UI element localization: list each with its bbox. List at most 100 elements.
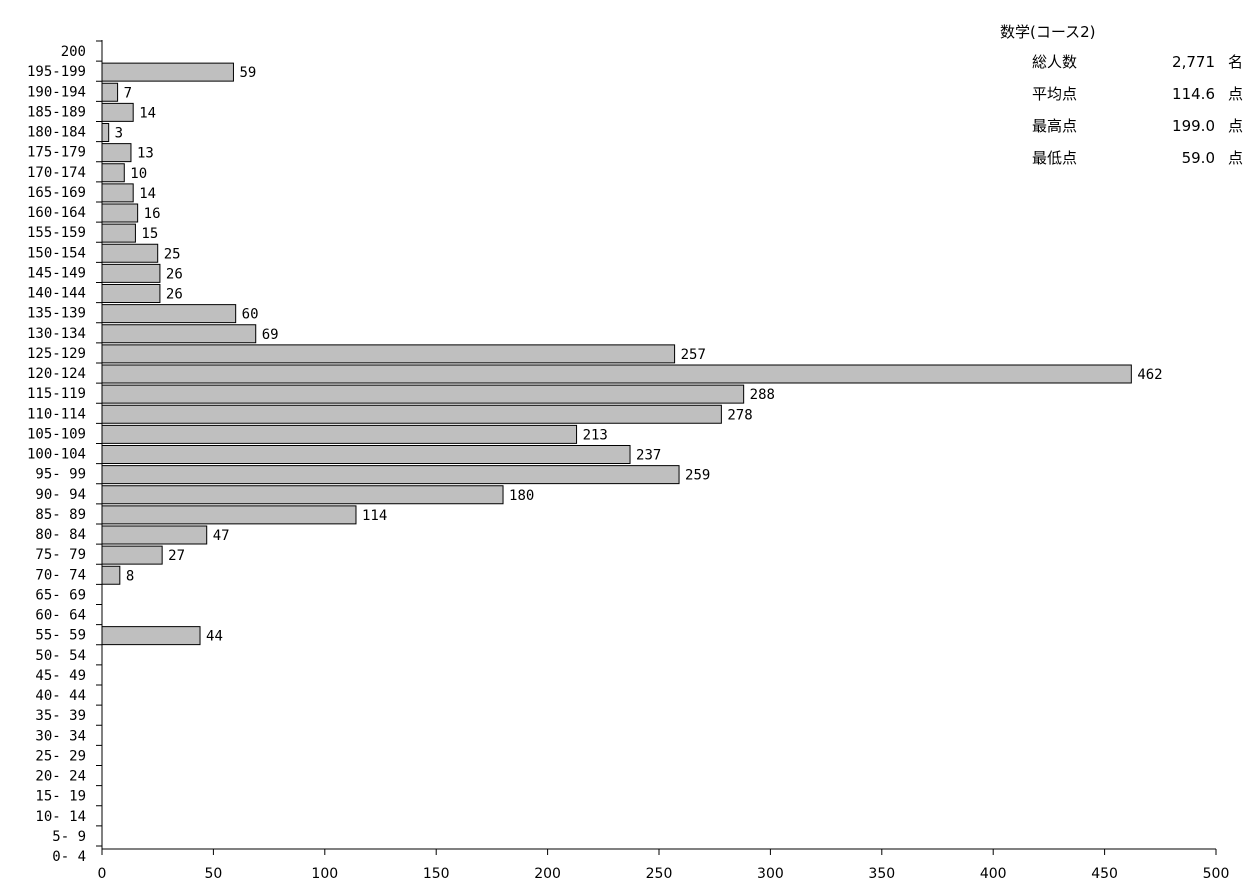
y-tick-label: 15- 19 xyxy=(35,789,86,805)
bar-value-label: 7 xyxy=(124,85,132,101)
bar xyxy=(101,505,357,525)
bar xyxy=(101,424,578,444)
value-labels: 5971431310141615252626606925746228827821… xyxy=(115,65,1163,645)
y-tick-label: 150-154 xyxy=(27,245,86,261)
bar xyxy=(101,62,234,82)
y-tick-label: 195-199 xyxy=(27,64,86,80)
bar xyxy=(101,626,201,646)
y-tick-label: 30- 34 xyxy=(35,728,86,744)
bar-value-label: 288 xyxy=(750,387,775,403)
bar-value-label: 60 xyxy=(242,307,259,323)
y-tick-label: 185-189 xyxy=(27,104,86,120)
bar-value-label: 278 xyxy=(727,407,752,423)
bar xyxy=(101,404,722,424)
bar-value-label: 25 xyxy=(164,246,181,262)
bar xyxy=(101,263,161,283)
bar xyxy=(101,284,161,303)
bar xyxy=(101,203,139,223)
bar-value-label: 259 xyxy=(685,468,710,484)
x-axis-ticks: 0 50 100 150 200 250 300 350 400 450 500 xyxy=(98,849,1230,882)
bar xyxy=(101,445,631,464)
bar xyxy=(101,183,134,203)
bar xyxy=(101,485,504,505)
bar xyxy=(101,223,136,243)
stats-value: 59.0 xyxy=(1181,149,1215,167)
bar xyxy=(101,545,163,565)
stats-unit: 点 xyxy=(1227,117,1243,135)
y-tick-label: 75- 79 xyxy=(35,547,86,563)
bar-value-label: 8 xyxy=(126,568,134,584)
y-tick-label: 10- 14 xyxy=(35,809,86,825)
bar xyxy=(101,324,257,344)
bar-value-label: 14 xyxy=(139,186,156,202)
bar-value-label: 14 xyxy=(139,105,156,121)
bar-value-label: 237 xyxy=(636,448,661,464)
x-tick-label: 400 xyxy=(980,866,1007,882)
bar-value-label: 462 xyxy=(1137,367,1162,383)
y-tick-label: 125-129 xyxy=(27,346,86,362)
bar-value-label: 114 xyxy=(362,508,387,524)
bar xyxy=(101,565,121,585)
y-tick-label: 65- 69 xyxy=(35,587,86,603)
bar-value-label: 16 xyxy=(144,206,161,222)
bar-value-label: 3 xyxy=(115,126,123,142)
y-tick-label: 85- 89 xyxy=(35,507,86,523)
bar xyxy=(101,304,237,324)
y-tick-label: 70- 74 xyxy=(35,567,86,583)
bar-value-label: 27 xyxy=(168,548,185,564)
stats-row-average: 平均点 114.6 点 xyxy=(1000,78,1245,110)
x-tick-label: 450 xyxy=(1091,866,1118,882)
x-tick-label: 50 xyxy=(204,866,222,882)
y-tick-label: 25- 29 xyxy=(35,748,86,764)
bar xyxy=(101,384,745,404)
stats-unit: 点 xyxy=(1227,85,1243,103)
bar-value-label: 213 xyxy=(583,427,608,443)
y-tick-label: 40- 44 xyxy=(35,688,86,704)
bar-value-label: 47 xyxy=(213,528,230,544)
stats-value: 199.0 xyxy=(1172,117,1215,135)
bar-value-label: 15 xyxy=(141,226,158,242)
bar xyxy=(101,364,1132,384)
bar xyxy=(101,143,132,163)
stats-value: 114.6 xyxy=(1172,85,1215,103)
bar xyxy=(101,102,134,122)
bar-value-label: 69 xyxy=(262,327,279,343)
y-tick-label: 90- 94 xyxy=(35,487,86,503)
y-tick-label: 155-159 xyxy=(27,225,86,241)
bar-value-label: 59 xyxy=(239,65,256,81)
y-tick-label: 0- 4 xyxy=(52,849,86,865)
y-tick-label: 5- 9 xyxy=(52,829,86,845)
bar-value-label: 26 xyxy=(166,266,183,282)
x-tick-label: 150 xyxy=(423,866,450,882)
stats-unit: 名 xyxy=(1227,53,1243,71)
bar xyxy=(101,123,110,142)
bar-value-label: 257 xyxy=(681,347,706,363)
bar-value-label: 10 xyxy=(130,166,147,182)
y-tick-label: 100-104 xyxy=(27,447,86,463)
bar-value-label: 26 xyxy=(166,287,183,303)
x-tick-label: 0 xyxy=(98,866,107,882)
stats-panel: 数学(コース2) 総人数 2,771 名 平均点 114.6 点 最高点 199… xyxy=(1000,20,1245,174)
bar xyxy=(101,344,676,364)
bar-value-label: 13 xyxy=(137,146,154,162)
bar-value-label: 180 xyxy=(509,488,534,504)
y-tick-label: 145-149 xyxy=(27,265,86,281)
y-tick-label: 130-134 xyxy=(27,326,86,342)
stats-label: 平均点 xyxy=(1032,85,1078,103)
y-tick-label: 105-109 xyxy=(27,426,86,442)
y-tick-label: 110-114 xyxy=(27,406,86,422)
stats-label: 総人数 xyxy=(1032,53,1078,71)
bar xyxy=(101,82,119,102)
y-tick-labels: 200 195-199 190-194 185-189 180-184 175-179 17… xyxy=(27,40,102,865)
x-tick-label: 350 xyxy=(868,866,895,882)
y-tick-label: 20- 24 xyxy=(35,769,86,785)
stats-unit: 点 xyxy=(1227,149,1243,167)
bar xyxy=(101,243,159,263)
x-tick-label: 500 xyxy=(1203,866,1230,882)
stats-label: 最低点 xyxy=(1032,149,1078,167)
y-tick-label: 160-164 xyxy=(27,205,86,221)
bar xyxy=(101,465,680,485)
y-tick-label: 50- 54 xyxy=(35,648,86,664)
y-tick-label: 170-174 xyxy=(27,165,86,181)
